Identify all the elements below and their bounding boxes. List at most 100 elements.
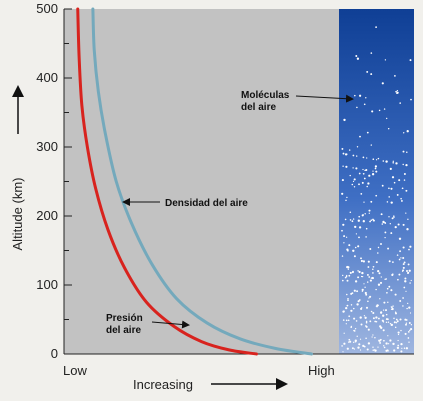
molecule-dot (403, 286, 406, 289)
molecule-dot (389, 339, 392, 342)
molecule-dot (383, 108, 386, 110)
molecule-dot (353, 317, 356, 320)
molecule-dot (406, 130, 409, 133)
molecule-dot (348, 338, 351, 341)
molecule-dot (342, 279, 344, 282)
molecule-dot (396, 91, 399, 94)
molecule-dot (351, 347, 354, 350)
molecule-dot (386, 287, 389, 290)
molecule-dot (372, 311, 375, 315)
molecule-dot (370, 144, 372, 146)
molecule-dot (343, 242, 345, 244)
molecule-dot (405, 189, 408, 192)
molecule-dot (397, 333, 400, 336)
molecule-dot (388, 260, 391, 263)
molecule-dot (358, 236, 360, 239)
molecule-dot (397, 331, 400, 334)
molecule-dot (375, 316, 378, 319)
molecule-dot (374, 165, 378, 168)
molecule-dot (352, 180, 355, 182)
molecule-dot (372, 272, 374, 274)
molecule-dot (352, 154, 355, 157)
molecule-dot (365, 236, 367, 238)
molecule-dot (397, 278, 399, 281)
molecule-dot (400, 199, 403, 202)
molecule-dot (372, 349, 374, 352)
molecule-dot (348, 315, 351, 318)
molecule-dot (391, 307, 394, 311)
annotation-moleculas: Moléculas del aire (241, 90, 292, 113)
molecule-dot (377, 269, 380, 273)
molecule-dot (375, 321, 378, 323)
molecule-dot (366, 157, 368, 159)
molecule-dot (402, 163, 404, 166)
molecule-dot (402, 256, 405, 260)
molecule-dot (384, 231, 387, 234)
molecule-dot (348, 341, 350, 343)
x-label-low: Low (63, 363, 87, 378)
molecule-dot (383, 346, 386, 349)
molecule-dot (392, 305, 394, 307)
molecule-dot (385, 321, 388, 324)
molecule-dot (356, 335, 358, 337)
molecule-dot (388, 216, 390, 218)
molecule-dot (409, 329, 411, 332)
molecule-dot (395, 322, 398, 324)
molecule-dot (377, 283, 381, 286)
molecule-dot (368, 212, 370, 214)
molecule-dot (372, 265, 375, 268)
molecule-dot (346, 293, 348, 296)
molecule-dot (345, 323, 347, 325)
molecule-dot (358, 270, 361, 274)
molecule-dot (352, 341, 355, 344)
molecule-dot (375, 159, 378, 161)
molecule-dot (383, 301, 386, 304)
molecule-dot (403, 173, 406, 175)
molecule-dot (377, 317, 380, 320)
molecule-dot (407, 218, 409, 220)
molecule-dot (367, 328, 370, 331)
molecule-dot (356, 303, 359, 306)
molecule-dot (342, 165, 344, 167)
y-tick-label: 500 (36, 1, 58, 16)
molecule-dot (366, 348, 369, 351)
molecule-dot (397, 344, 400, 347)
molecule-dot (364, 316, 367, 319)
molecule-dot (345, 275, 348, 278)
plot-area (64, 9, 339, 354)
molecule-dot (407, 271, 410, 274)
molecule-dot (354, 280, 358, 283)
molecule-dot (396, 193, 399, 196)
molecule-dot (395, 162, 398, 165)
molecule-dot (407, 263, 410, 266)
molecule-dot (353, 307, 355, 310)
molecule-dot (355, 167, 358, 170)
molecule-dot (373, 349, 375, 351)
molecule-dot (387, 301, 389, 304)
molecule-dot (369, 320, 372, 323)
molecule-dot (379, 281, 383, 284)
y-tick-label: 400 (36, 70, 58, 85)
molecule-dot (405, 163, 408, 167)
molecule-dot (370, 219, 373, 221)
molecule-dot (367, 266, 370, 268)
molecule-dot (350, 309, 353, 312)
molecule-dot (372, 317, 375, 320)
molecule-dot (401, 270, 404, 272)
molecule-dot (353, 289, 356, 292)
molecule-dot (375, 170, 378, 173)
molecule-dot (346, 274, 348, 277)
molecule-column (339, 9, 414, 354)
molecule-dot (405, 322, 408, 324)
molecule-dot (371, 110, 374, 113)
molecule-dot (348, 274, 351, 277)
molecule-dot (406, 307, 408, 310)
molecule-dot (389, 223, 391, 225)
molecule-dot (398, 258, 401, 261)
molecule-dot (396, 346, 400, 350)
molecule-dot (400, 329, 402, 332)
molecule-dot (354, 328, 357, 330)
molecule-dot (346, 304, 349, 307)
molecule-dot (371, 173, 375, 176)
molecule-dot (393, 349, 396, 352)
